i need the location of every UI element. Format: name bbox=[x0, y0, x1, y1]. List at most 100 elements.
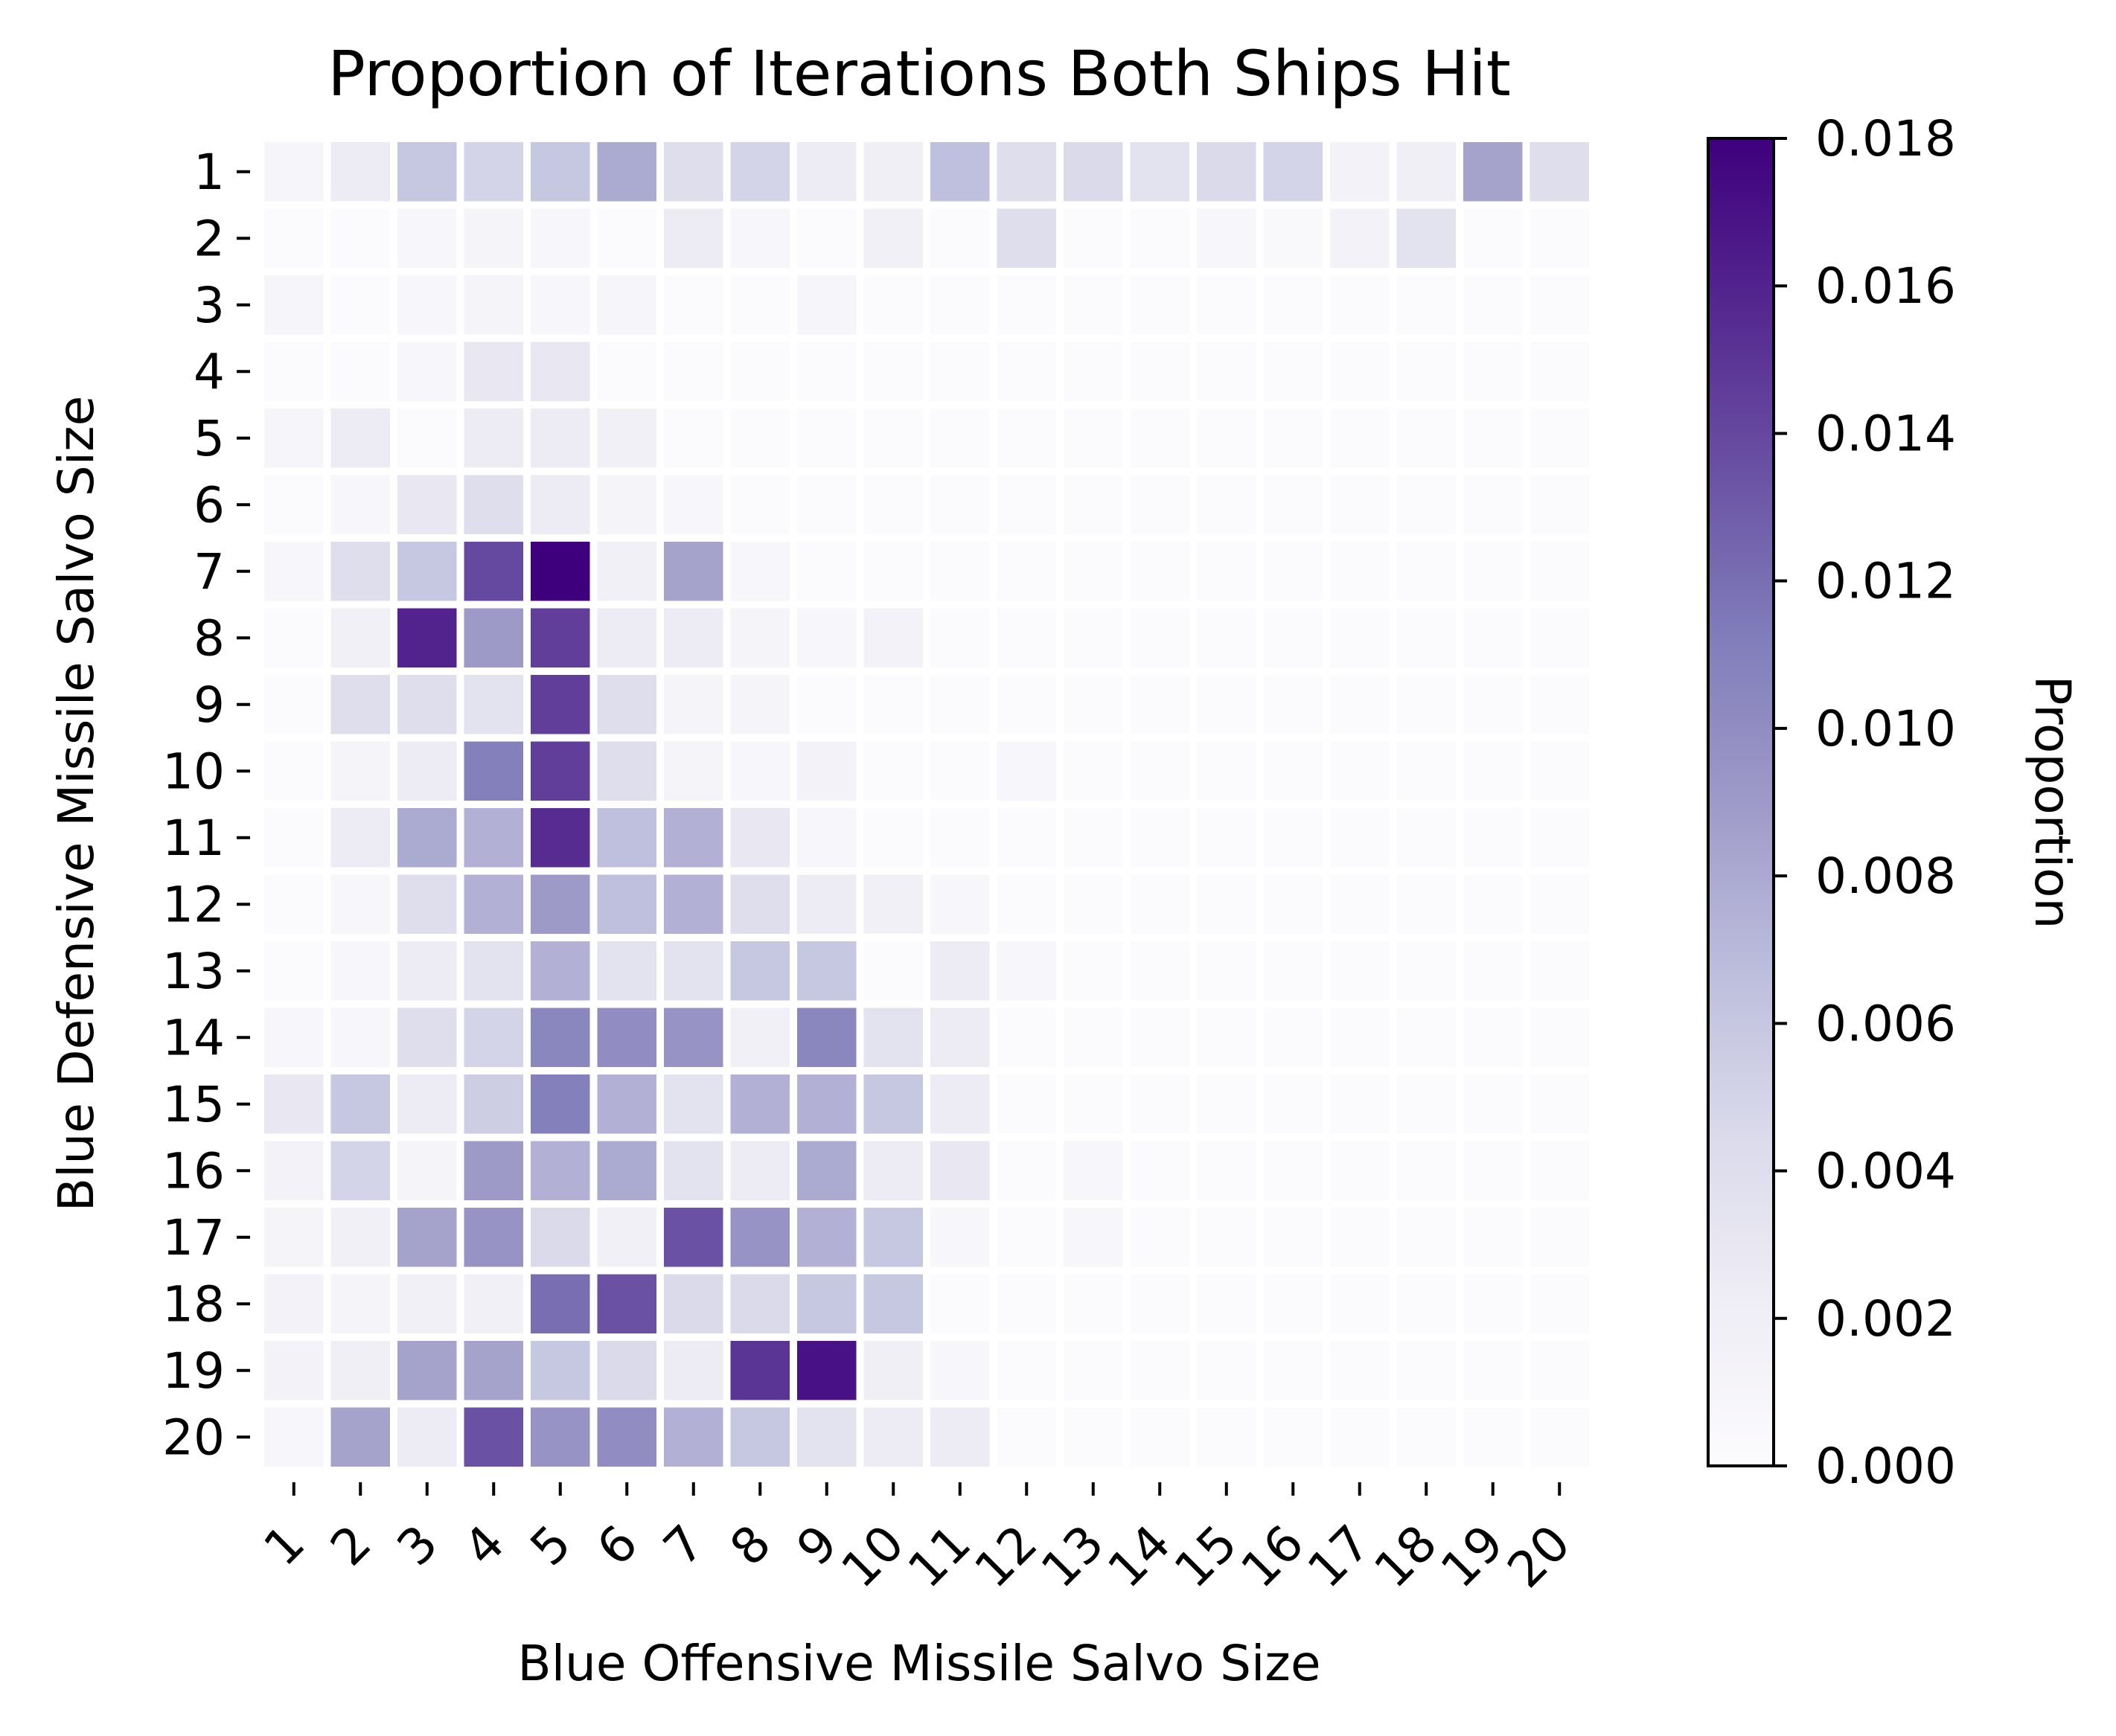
heatmap-cell bbox=[464, 475, 523, 534]
heatmap-cell bbox=[1263, 542, 1323, 601]
heatmap-cell bbox=[1130, 1341, 1189, 1400]
heatmap-cell bbox=[1130, 1008, 1189, 1067]
heatmap-cell bbox=[797, 275, 857, 335]
heatmap-cell bbox=[930, 608, 990, 667]
heatmap-cell bbox=[930, 1141, 990, 1200]
heatmap-cell bbox=[531, 1141, 590, 1200]
heatmap-cell bbox=[264, 542, 324, 601]
heatmap-cell bbox=[264, 741, 324, 801]
heatmap-cell bbox=[531, 1008, 590, 1067]
y-tick-label: 10 bbox=[162, 743, 225, 800]
heatmap-cell bbox=[397, 208, 457, 268]
heatmap-cell bbox=[264, 941, 324, 1001]
heatmap-cell bbox=[997, 1008, 1056, 1067]
heatmap-cell bbox=[664, 1074, 723, 1134]
heatmap-cell bbox=[330, 342, 390, 401]
heatmap-cell bbox=[797, 208, 857, 268]
heatmap-cell bbox=[464, 1074, 523, 1134]
heatmap-cell bbox=[1064, 1008, 1123, 1067]
y-tick-label: 13 bbox=[162, 943, 225, 1000]
heatmap-cell bbox=[597, 1008, 656, 1067]
heatmap-cell bbox=[1197, 275, 1256, 335]
heatmap-cell bbox=[863, 608, 923, 667]
heatmap-cell bbox=[464, 941, 523, 1001]
heatmap-cell bbox=[1463, 342, 1523, 401]
heatmap-cell bbox=[1130, 208, 1189, 268]
heatmap-cell bbox=[1330, 542, 1390, 601]
y-axis-label: Blue Defensive Missile Salvo Size bbox=[48, 396, 105, 1211]
heatmap-cell bbox=[1064, 608, 1123, 667]
heatmap-cell bbox=[330, 741, 390, 801]
heatmap-cell bbox=[1463, 1074, 1523, 1134]
colorbar-tick-label: 0.002 bbox=[1815, 1290, 1956, 1348]
heatmap-cell bbox=[863, 741, 923, 801]
heatmap-cell bbox=[1463, 874, 1523, 934]
heatmap-cell bbox=[1530, 941, 1589, 1001]
heatmap-cell bbox=[1530, 1407, 1589, 1467]
heatmap-cell bbox=[997, 808, 1056, 868]
heatmap-cell bbox=[397, 275, 457, 335]
heatmap-cell bbox=[1330, 275, 1390, 335]
heatmap-cell bbox=[930, 1008, 990, 1067]
heatmap-cell bbox=[597, 275, 656, 335]
heatmap-cell bbox=[1530, 275, 1589, 335]
heatmap-cell bbox=[930, 1407, 990, 1467]
heatmap-cell bbox=[1064, 1208, 1123, 1267]
heatmap-cell bbox=[730, 1274, 790, 1333]
heatmap-cell bbox=[464, 1008, 523, 1067]
colorbar-tick-label: 0.006 bbox=[1815, 995, 1956, 1052]
heatmap-cell bbox=[863, 1008, 923, 1067]
heatmap-cell bbox=[797, 741, 857, 801]
heatmap-cell bbox=[531, 1208, 590, 1267]
heatmap-cell bbox=[1396, 675, 1456, 734]
heatmap-cell bbox=[863, 874, 923, 934]
heatmap-cell bbox=[997, 941, 1056, 1001]
heatmap-cell bbox=[264, 475, 324, 534]
heatmap-cell bbox=[863, 1274, 923, 1333]
heatmap-cell bbox=[1064, 1407, 1123, 1467]
heatmap-cell bbox=[730, 808, 790, 868]
heatmap-cell bbox=[797, 1407, 857, 1467]
heatmap-cell bbox=[1064, 275, 1123, 335]
heatmap-cell bbox=[930, 675, 990, 734]
heatmap-cell bbox=[1463, 142, 1523, 202]
heatmap-cell bbox=[597, 741, 656, 801]
heatmap-cell bbox=[664, 208, 723, 268]
heatmap-cell bbox=[597, 1208, 656, 1267]
heatmap-cell bbox=[1263, 675, 1323, 734]
heatmap-cell bbox=[464, 409, 523, 468]
x-tick-label: 1 bbox=[253, 1514, 316, 1577]
heatmap-cell bbox=[397, 1074, 457, 1134]
heatmap-cell bbox=[797, 1274, 857, 1333]
heatmap-cell bbox=[1130, 808, 1189, 868]
heatmap-cell bbox=[797, 808, 857, 868]
y-tick-label: 15 bbox=[162, 1076, 225, 1133]
x-axis-label: Blue Offensive Missile Salvo Size bbox=[517, 1635, 1320, 1692]
heatmap-cell bbox=[464, 741, 523, 801]
heatmap-cell bbox=[1396, 874, 1456, 934]
heatmap-cell bbox=[1130, 1274, 1189, 1333]
heatmap-cell bbox=[1263, 874, 1323, 934]
heatmap-cell bbox=[531, 409, 590, 468]
heatmap-cell bbox=[597, 1407, 656, 1467]
heatmap-cell bbox=[597, 608, 656, 667]
heatmap-cell bbox=[1130, 409, 1189, 468]
heatmap-cell bbox=[1197, 1074, 1256, 1134]
heatmap-cell bbox=[531, 808, 590, 868]
heatmap-cell bbox=[531, 275, 590, 335]
heatmap-cell bbox=[464, 208, 523, 268]
heatmap-cell bbox=[1197, 475, 1256, 534]
heatmap-cell bbox=[330, 608, 390, 667]
heatmap-cell bbox=[664, 1274, 723, 1333]
heatmap-cell bbox=[1396, 208, 1456, 268]
heatmap-cell bbox=[1330, 1208, 1390, 1267]
heatmap-cell bbox=[797, 409, 857, 468]
heatmap-cell bbox=[997, 1407, 1056, 1467]
heatmap-cell bbox=[997, 208, 1056, 268]
heatmap-cell bbox=[1130, 142, 1189, 202]
heatmap-cell bbox=[597, 808, 656, 868]
heatmap-cell bbox=[397, 1208, 457, 1267]
heatmap-cell bbox=[730, 941, 790, 1001]
heatmap-cell bbox=[930, 142, 990, 202]
y-tick-label: 17 bbox=[162, 1209, 225, 1266]
